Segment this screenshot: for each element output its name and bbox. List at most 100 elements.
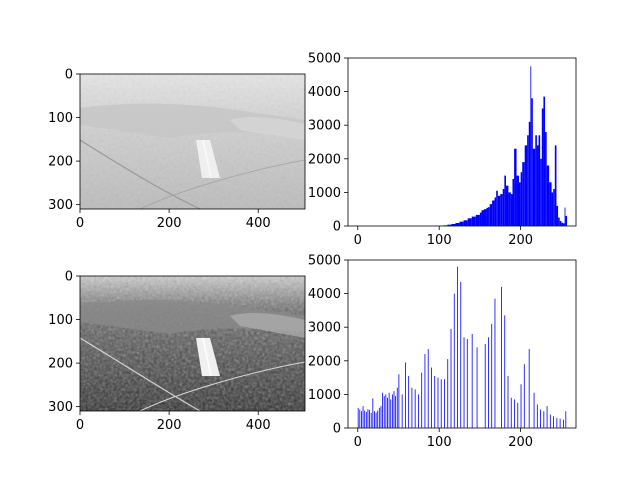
bottom-right-bar — [536, 404, 538, 428]
top-right-bar — [565, 215, 568, 226]
top-right-bar — [494, 197, 497, 226]
bottom-right-bar — [437, 377, 439, 428]
bottom-left-ytick-label: 300 — [48, 400, 73, 415]
bottom-right-bar — [494, 298, 496, 428]
top-left-ytick-label: 100 — [48, 111, 73, 126]
bottom-right-bar — [365, 411, 367, 428]
bottom-right-bar — [471, 333, 473, 428]
bottom-right-bar — [553, 416, 554, 428]
bottom-right-bar — [377, 410, 379, 428]
top-right-bar — [459, 221, 464, 226]
top-right-bar — [451, 223, 456, 226]
bottom-right-bar — [507, 375, 509, 428]
bottom-right-bar — [484, 344, 486, 428]
top-right-bar — [553, 189, 555, 226]
top-right-bar — [492, 200, 495, 226]
top-right-bar — [543, 96, 546, 226]
top-left-ytick-label: 200 — [48, 155, 73, 170]
top-right-bar — [510, 194, 513, 226]
bottom-right-xtick-label: 0 — [354, 435, 362, 450]
top-right-bar — [497, 195, 501, 226]
top-right-bar — [535, 135, 537, 226]
bottom-right-xtick-label: 100 — [427, 435, 452, 450]
bottom-right-bar — [405, 362, 406, 428]
top-right-bar — [538, 135, 541, 226]
top-right-ytick-label: 1000 — [308, 186, 341, 201]
bottom-right-bar — [385, 394, 387, 428]
top-right-bar — [504, 175, 506, 226]
bottom-right-xtick-label: 200 — [508, 435, 533, 450]
top-right-bar — [551, 192, 554, 226]
top-right-bar — [536, 145, 539, 226]
bottom-right-bar — [393, 391, 395, 428]
bottom-right-bar — [517, 402, 519, 428]
bottom-right-bar — [476, 347, 478, 428]
top-right-bar — [554, 145, 557, 226]
bottom-right-bar — [427, 349, 429, 428]
top-right-bar — [481, 210, 484, 226]
top-left-xtick-label: 400 — [246, 216, 271, 231]
bottom-right-bar — [387, 397, 388, 428]
top-right-bar — [564, 207, 566, 226]
bottom-right-bar — [380, 406, 382, 428]
bottom-right-bar — [370, 412, 372, 428]
bottom-right-bar — [488, 337, 489, 428]
bottom-right-bar — [357, 407, 359, 428]
bottom-right-bar — [369, 409, 370, 428]
bottom-right-bar — [414, 389, 416, 428]
top-right-bar — [561, 222, 563, 226]
top-right-bar — [467, 218, 472, 226]
top-right-bar — [463, 220, 468, 226]
bottom-right-bar — [528, 349, 530, 428]
bottom-right-ytick-label: 0 — [333, 422, 341, 437]
original-aerial-image — [80, 74, 305, 209]
bottom-right-bar — [543, 411, 545, 428]
top-right-bar — [541, 108, 544, 226]
top-right-xtick-label: 100 — [427, 233, 452, 248]
bottom-right-bar — [396, 387, 398, 428]
bottom-left-ytick-label: 100 — [48, 313, 73, 328]
top-right-bar — [516, 175, 519, 226]
bottom-right-bar — [440, 379, 442, 428]
bottom-right-bar — [504, 315, 506, 428]
bottom-right-bar — [401, 394, 403, 428]
bottom-right-bar — [378, 407, 380, 428]
top-right-bar — [520, 172, 523, 226]
top-right-bar — [447, 224, 452, 226]
bottom-right-bar — [364, 410, 366, 428]
bottom-right-bar — [466, 338, 468, 428]
bottom-right-bar — [523, 364, 525, 428]
top-right-bar — [496, 190, 498, 226]
top-right-bar — [475, 214, 480, 226]
bottom-left-xtick-label: 400 — [246, 418, 271, 433]
bottom-right-bar — [520, 384, 522, 428]
bottom-right-bar — [421, 372, 423, 428]
top-right-bar — [524, 145, 528, 226]
bottom-right-bar — [388, 392, 390, 428]
bottom-right-bar — [374, 411, 375, 428]
bottom-right-bar — [460, 281, 462, 428]
bottom-left-xtick-label: 200 — [157, 418, 182, 433]
bottom-right-bar — [540, 409, 541, 428]
bottom-right-bar — [559, 418, 561, 428]
top-right-bar — [471, 216, 476, 226]
bottom-histogram-frame — [347, 259, 577, 429]
bottom-right-bar — [361, 411, 362, 428]
bottom-right-bar — [431, 367, 432, 428]
bottom-right-bar — [390, 399, 392, 428]
bottom-right-ytick-label: 5000 — [308, 254, 341, 269]
top-right-bar — [514, 148, 517, 226]
bottom-right-bar — [491, 323, 493, 428]
top-right-xtick-label: 0 — [354, 233, 362, 248]
bottom-right-ytick-label: 4000 — [308, 287, 341, 302]
top-right-bar — [531, 98, 533, 226]
top-right-ytick-label: 5000 — [308, 52, 341, 67]
top-left-ytick-label: 300 — [48, 198, 73, 213]
bottom-right-bar — [424, 354, 426, 428]
top-right-bar — [549, 182, 552, 226]
top-right-bar — [512, 178, 515, 226]
top-right-ytick-label: 4000 — [308, 85, 341, 100]
bottom-right-bar — [391, 394, 393, 428]
top-right-bar — [527, 135, 529, 226]
top-left-ytick-label: 0 — [65, 68, 73, 83]
